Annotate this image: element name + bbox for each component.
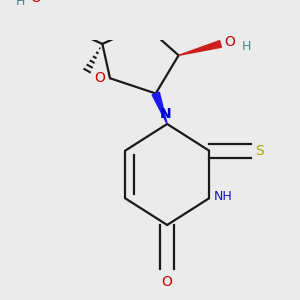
Polygon shape: [152, 92, 167, 124]
Text: NH: NH: [214, 190, 232, 203]
Text: O: O: [94, 71, 105, 85]
Text: H: H: [16, 0, 25, 8]
Polygon shape: [178, 40, 221, 56]
Text: S: S: [255, 144, 264, 158]
Text: O: O: [31, 0, 41, 4]
Text: O: O: [162, 274, 172, 289]
Text: H: H: [242, 40, 251, 53]
Text: N: N: [159, 107, 171, 121]
Text: O: O: [224, 35, 235, 49]
